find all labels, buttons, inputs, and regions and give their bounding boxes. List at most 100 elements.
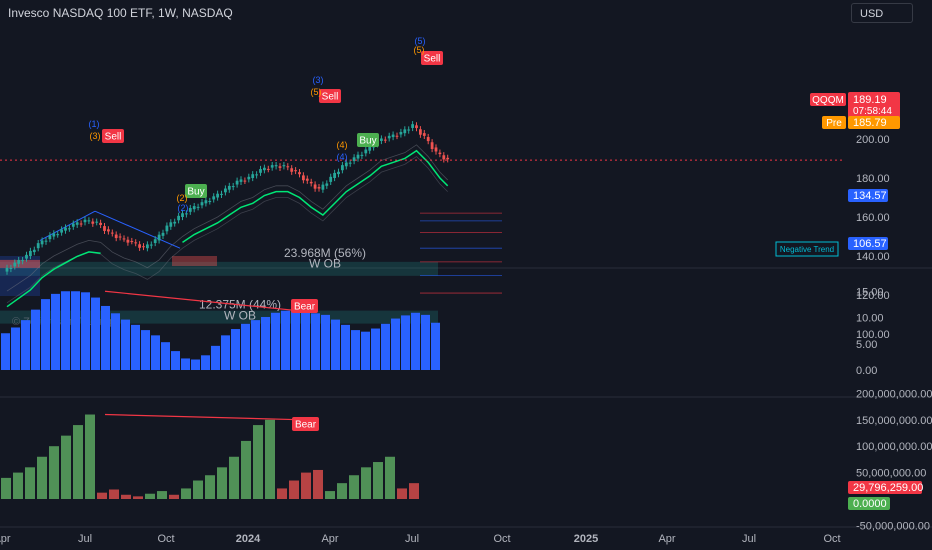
volume-delta-bar: [157, 491, 167, 499]
time-axis-label: Jul: [405, 533, 419, 545]
candle-body: [446, 157, 450, 160]
oscillator-bar: [311, 313, 320, 370]
wave-count-label: (1): [89, 119, 100, 129]
candle-body: [60, 229, 63, 233]
candle-body: [231, 186, 235, 188]
oscillator-bar: [211, 345, 220, 370]
candle-body: [364, 149, 368, 154]
candle-body: [313, 184, 317, 189]
volume-delta-bar: [253, 425, 263, 499]
candle-body: [95, 221, 99, 223]
order-block-zone-red: [0, 259, 40, 268]
oscillator-bar: [1, 333, 10, 370]
signal-sell-badge: [102, 129, 124, 143]
volume-delta-bar: [409, 483, 419, 499]
moving-average-line: [182, 149, 449, 243]
candle-body: [29, 250, 32, 256]
signal-buy-label: Buy: [187, 187, 204, 198]
last-price-tag: [848, 92, 900, 118]
volume-delta-bar: [61, 435, 71, 499]
candle-body: [146, 244, 149, 249]
candle-body: [290, 168, 294, 172]
wave-count-label: (5): [415, 36, 426, 46]
oscillator-bar: [141, 330, 150, 370]
oscillator-bar: [221, 335, 230, 370]
candle-body: [71, 223, 75, 227]
volume-delta-bar: [361, 467, 371, 499]
candle-body: [220, 193, 223, 195]
pre-market-tag-label: Pre: [826, 118, 842, 129]
candle-body: [239, 179, 243, 182]
candle-body: [40, 240, 44, 245]
candle-body: [274, 165, 278, 167]
pre-market-price-tag: [848, 116, 900, 129]
candle-body: [48, 235, 52, 240]
candle-body: [294, 170, 297, 172]
oscillator-bar: [161, 342, 170, 370]
candle-body: [5, 267, 9, 272]
volume-delta-bar: [373, 462, 383, 499]
signal-buy-badge: [185, 184, 207, 198]
candle-body: [286, 166, 290, 168]
oscillator-bar: [51, 293, 60, 370]
volume-delta-bar: [325, 491, 335, 499]
volume-delta-bar: [13, 472, 23, 499]
candle-body: [298, 172, 301, 175]
volume-delta-bar: [1, 477, 11, 499]
candle-body: [32, 249, 36, 253]
wave-count-label: (2): [177, 193, 188, 203]
negative-trend-box: [775, 241, 839, 257]
candle-body: [169, 222, 173, 227]
oscillator-bar: [271, 312, 280, 370]
candle-body: [177, 215, 180, 221]
candle-body: [305, 178, 309, 181]
order-block-volume-label: 23.968M (56%): [284, 246, 366, 260]
volume-delta-bar: [229, 456, 239, 499]
oscillator-bar: [111, 313, 120, 370]
candle-body: [188, 208, 192, 212]
time-axis-label: 2024: [236, 533, 261, 545]
volume-delta-bar: [49, 446, 59, 499]
volume-delta-bar: [301, 472, 311, 499]
oscillator-bar: [401, 315, 410, 370]
chart-title: Invesco NASDAQ 100 ETF, 1W, NASDAQ: [8, 6, 233, 20]
candle-body: [130, 241, 134, 243]
candle-body: [157, 234, 161, 241]
negative-trend-label: Negative Trend: [780, 245, 834, 254]
candle-body: [142, 246, 145, 248]
candle-body: [352, 157, 356, 162]
oscillator-bar: [71, 291, 80, 370]
candle-body: [247, 176, 251, 180]
oscillator-bar: [151, 335, 160, 370]
candle-body: [383, 139, 387, 141]
candle-body: [333, 172, 336, 178]
volume-delta-bar: [169, 494, 179, 499]
candle-body: [278, 166, 282, 168]
candle-body: [227, 185, 231, 190]
oscillator-bar: [411, 312, 420, 370]
wave-count-label: (4): [337, 140, 348, 150]
wave-count-label: (4): [337, 152, 348, 162]
currency-selector[interactable]: USD: [851, 3, 913, 23]
oscillator-tick-label: 10.00: [856, 313, 884, 325]
oscillator-bar: [301, 310, 310, 370]
candle-body: [430, 142, 434, 150]
divergence-label: Bear: [294, 302, 316, 313]
candle-body: [181, 213, 184, 217]
time-axis-label: Oct: [823, 533, 840, 545]
volume-delta-bar: [205, 475, 215, 499]
volume-delta-bar: [193, 480, 203, 499]
oscillator-bar: [361, 331, 370, 370]
candle-body: [56, 234, 60, 236]
candle-body: [259, 169, 262, 173]
candle-body: [270, 165, 274, 168]
candle-body: [52, 233, 56, 237]
candle-body: [161, 232, 165, 236]
candle-body: [126, 239, 130, 243]
signal-sell-badge: [421, 51, 443, 65]
candle-body: [122, 238, 126, 240]
volume-delta-bar: [337, 483, 347, 499]
oscillator-bar: [41, 299, 50, 370]
candle-body: [200, 202, 204, 206]
